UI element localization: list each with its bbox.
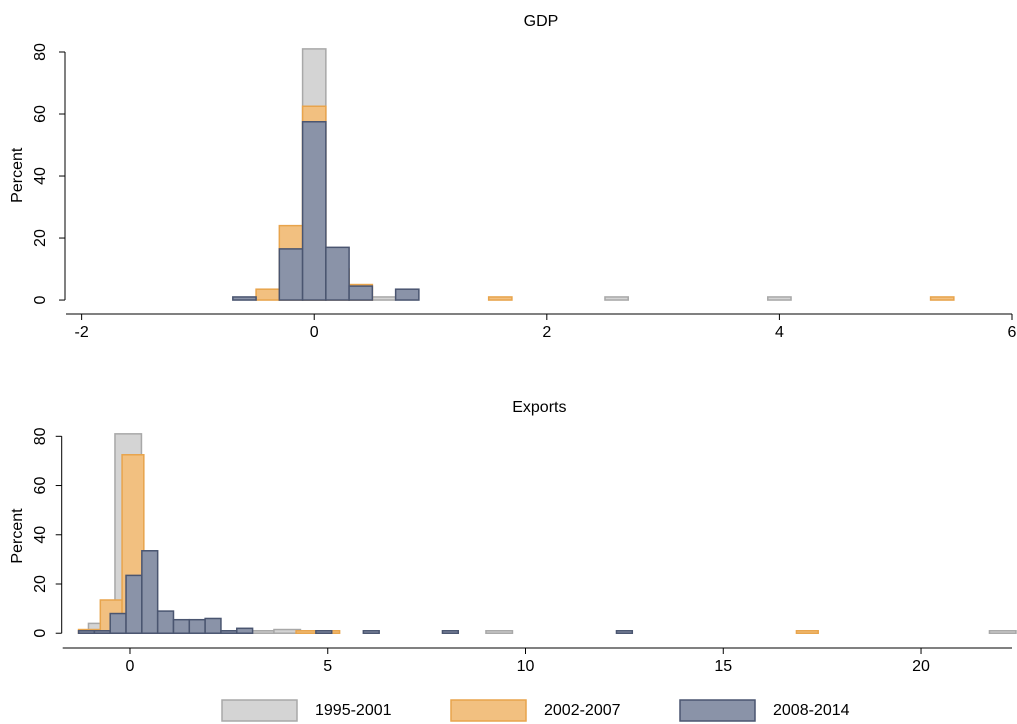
x-tick-label: 6: [1008, 324, 1017, 341]
bar: [220, 630, 238, 634]
bar: [487, 296, 513, 301]
chart-title: GDP: [524, 13, 559, 30]
bar: [767, 296, 792, 301]
bar: [125, 574, 143, 634]
x-tick-label: 10: [517, 658, 535, 675]
bar: [109, 612, 127, 634]
bar: [315, 630, 333, 634]
bar: [988, 630, 1017, 634]
bar: [204, 617, 222, 634]
y-tick-label: 0: [32, 296, 49, 305]
bar: [615, 630, 634, 634]
x-tick-label: 0: [310, 324, 319, 341]
bar: [371, 296, 397, 301]
y-tick-label: 20: [32, 229, 49, 247]
bar: [93, 630, 111, 634]
y-tick-label: 0: [32, 629, 49, 638]
legend-label: 1995-2001: [315, 702, 392, 719]
bar: [141, 550, 159, 634]
x-tick-label: -2: [75, 324, 89, 341]
bar: [295, 630, 319, 634]
legend-swatch: [221, 699, 298, 722]
x-tick-label: 5: [323, 658, 332, 675]
y-tick-label: 60: [32, 477, 49, 495]
bar: [929, 296, 955, 301]
y-tick-label: 60: [32, 105, 49, 123]
bar: [441, 630, 460, 634]
x-tick-label: 20: [912, 658, 930, 675]
bar: [172, 618, 191, 634]
y-tick-label: 80: [32, 43, 49, 61]
y-tick-label: 20: [32, 575, 49, 593]
bar: [325, 246, 350, 301]
legend-swatch: [450, 699, 527, 722]
bar: [278, 248, 304, 301]
y-tick-label: 80: [32, 427, 49, 445]
legend-label: 2008-2014: [773, 702, 850, 719]
x-tick-label: 0: [126, 658, 135, 675]
bar: [301, 121, 327, 301]
bar: [255, 288, 281, 301]
legend-label: 2002-2007: [544, 702, 621, 719]
bar: [394, 288, 420, 301]
x-tick-label: 15: [714, 658, 732, 675]
bar: [348, 285, 374, 301]
chart-title: Exports: [512, 399, 566, 416]
x-tick-label: 4: [775, 324, 784, 341]
y-axis-label: Percent: [9, 147, 26, 203]
bar: [795, 630, 819, 634]
y-tick-label: 40: [32, 167, 49, 185]
bar: [156, 610, 175, 634]
y-tick-label: 40: [32, 526, 49, 544]
bar: [77, 630, 96, 634]
legend-swatch: [679, 699, 756, 722]
bar: [232, 296, 257, 301]
bar: [236, 627, 254, 634]
bar: [604, 296, 629, 301]
bar: [362, 630, 380, 634]
bar: [188, 618, 206, 634]
x-tick-label: 2: [542, 324, 551, 341]
y-axis-label: Percent: [9, 508, 26, 564]
bar: [485, 630, 514, 634]
